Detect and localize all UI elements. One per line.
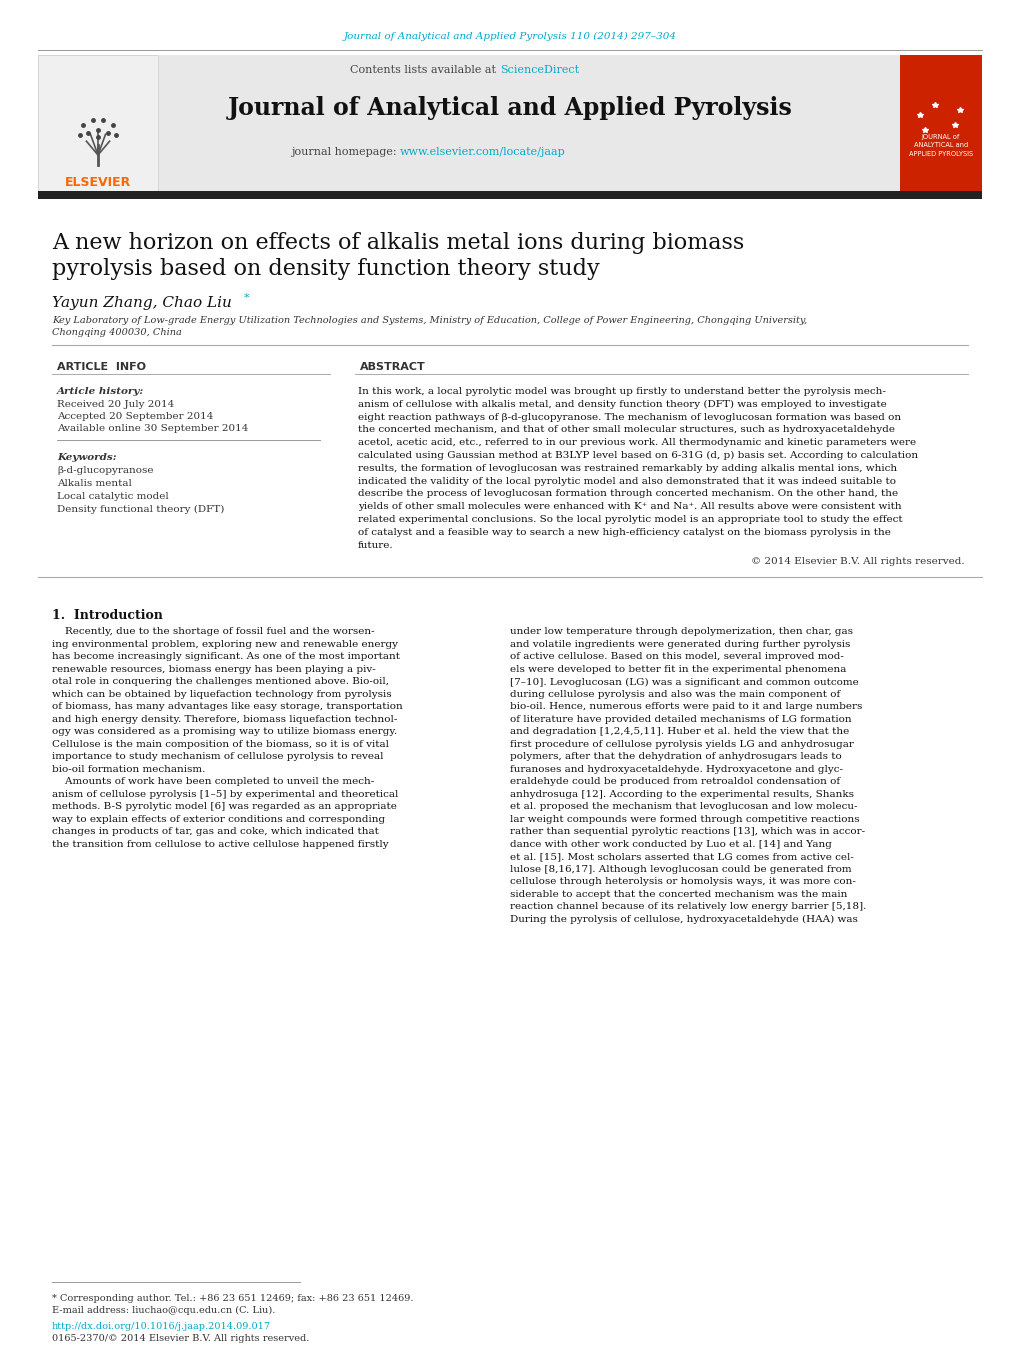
Text: Recently, due to the shortage of fossil fuel and the worsen-: Recently, due to the shortage of fossil … xyxy=(52,627,374,636)
Text: et al. proposed the mechanism that levoglucosan and low molecu-: et al. proposed the mechanism that levog… xyxy=(510,802,857,812)
Text: www.elsevier.com/locate/jaap: www.elsevier.com/locate/jaap xyxy=(399,147,566,157)
Text: eraldehyde could be produced from retroaldol condensation of: eraldehyde could be produced from retroa… xyxy=(510,777,840,786)
Text: and high energy density. Therefore, biomass liquefaction technol-: and high energy density. Therefore, biom… xyxy=(52,715,397,724)
Text: methods. B-S pyrolytic model [6] was regarded as an appropriate: methods. B-S pyrolytic model [6] was reg… xyxy=(52,802,396,812)
Text: dance with other work conducted by Luo et al. [14] and Yang: dance with other work conducted by Luo e… xyxy=(510,840,832,848)
Text: results, the formation of levoglucosan was restrained remarkably by adding alkal: results, the formation of levoglucosan w… xyxy=(358,463,897,473)
Text: of literature have provided detailed mechanisms of LG formation: of literature have provided detailed mec… xyxy=(510,715,851,724)
Text: the transition from cellulose to active cellulose happened firstly: the transition from cellulose to active … xyxy=(52,840,388,848)
Text: ing environmental problem, exploring new and renewable energy: ing environmental problem, exploring new… xyxy=(52,640,397,648)
Text: http://dx.doi.org/10.1016/j.jaap.2014.09.017: http://dx.doi.org/10.1016/j.jaap.2014.09… xyxy=(52,1323,271,1331)
Text: Yayun Zhang, Chao Liu: Yayun Zhang, Chao Liu xyxy=(52,296,231,309)
Text: Contents lists available at: Contents lists available at xyxy=(351,65,499,76)
Text: In this work, a local pyrolytic model was brought up firstly to understand bette: In this work, a local pyrolytic model wa… xyxy=(358,386,886,396)
Text: during cellulose pyrolysis and also was the main component of: during cellulose pyrolysis and also was … xyxy=(510,690,840,698)
Text: Article history:: Article history: xyxy=(57,386,144,396)
Text: siderable to accept that the concerted mechanism was the main: siderable to accept that the concerted m… xyxy=(510,890,847,898)
Text: ABSTRACT: ABSTRACT xyxy=(360,362,425,372)
Text: reaction channel because of its relatively low energy barrier [5,18].: reaction channel because of its relative… xyxy=(510,902,865,912)
Text: under low temperature through depolymerization, then char, gas: under low temperature through depolymeri… xyxy=(510,627,852,636)
Text: anism of cellulose pyrolysis [1–5] by experimental and theoretical: anism of cellulose pyrolysis [1–5] by ex… xyxy=(52,790,398,798)
Text: Density functional theory (DFT): Density functional theory (DFT) xyxy=(57,505,224,515)
Text: * Corresponding author. Tel.: +86 23 651 12469; fax: +86 23 651 12469.: * Corresponding author. Tel.: +86 23 651… xyxy=(52,1294,413,1302)
Text: of active cellulose. Based on this model, several improved mod-: of active cellulose. Based on this model… xyxy=(510,653,843,662)
Text: Alkalis mental: Alkalis mental xyxy=(57,480,131,488)
Text: els were developed to better fit in the experimental phenomena: els were developed to better fit in the … xyxy=(510,665,846,674)
Text: Available online 30 September 2014: Available online 30 September 2014 xyxy=(57,424,249,434)
Text: eight reaction pathways of β-d-glucopyranose. The mechanism of levoglucosan form: eight reaction pathways of β-d-glucopyra… xyxy=(358,412,900,422)
Text: Received 20 July 2014: Received 20 July 2014 xyxy=(57,400,174,409)
Text: cellulose through heterolysis or homolysis ways, it was more con-: cellulose through heterolysis or homolys… xyxy=(510,877,855,886)
Text: During the pyrolysis of cellulose, hydroxyacetaldehyde (HAA) was: During the pyrolysis of cellulose, hydro… xyxy=(510,915,857,924)
Bar xyxy=(899,55,981,195)
Text: 1.  Introduction: 1. Introduction xyxy=(52,609,163,623)
Text: has become increasingly significant. As one of the most important: has become increasingly significant. As … xyxy=(52,653,399,662)
Text: of biomass, has many advantages like easy storage, transportation: of biomass, has many advantages like eas… xyxy=(52,703,403,712)
Text: E-mail address: liuchao@cqu.edu.cn (C. Liu).: E-mail address: liuchao@cqu.edu.cn (C. L… xyxy=(52,1306,275,1315)
Text: related experimental conclusions. So the local pyrolytic model is an appropriate: related experimental conclusions. So the… xyxy=(358,515,902,524)
Text: Keywords:: Keywords: xyxy=(57,453,116,462)
Text: bio-oil formation mechanism.: bio-oil formation mechanism. xyxy=(52,765,205,774)
Text: Cellulose is the main composition of the biomass, so it is of vital: Cellulose is the main composition of the… xyxy=(52,740,388,748)
Text: Chongqing 400030, China: Chongqing 400030, China xyxy=(52,328,181,336)
Text: describe the process of levoglucosan formation through concerted mechanism. On t: describe the process of levoglucosan for… xyxy=(358,489,898,499)
Text: renewable resources, biomass energy has been playing a piv-: renewable resources, biomass energy has … xyxy=(52,665,375,674)
Text: Journal of Analytical and Applied Pyrolysis 110 (2014) 297–304: Journal of Analytical and Applied Pyroly… xyxy=(343,31,676,41)
Text: Journal of Analytical and Applied Pyrolysis: Journal of Analytical and Applied Pyroly… xyxy=(227,96,792,120)
Bar xyxy=(38,55,158,195)
Text: Accepted 20 September 2014: Accepted 20 September 2014 xyxy=(57,412,213,422)
Text: and degradation [1,2,4,5,11]. Huber et al. held the view that the: and degradation [1,2,4,5,11]. Huber et a… xyxy=(510,727,849,736)
Text: which can be obtained by liquefaction technology from pyrolysis: which can be obtained by liquefaction te… xyxy=(52,690,391,698)
Text: journal homepage:: journal homepage: xyxy=(290,147,399,157)
Text: Key Laboratory of Low-grade Energy Utilization Technologies and Systems, Ministr: Key Laboratory of Low-grade Energy Utili… xyxy=(52,316,806,326)
Text: A new horizon on effects of alkalis metal ions during biomass: A new horizon on effects of alkalis meta… xyxy=(52,232,744,254)
Bar xyxy=(38,190,981,199)
Text: ELSEVIER: ELSEVIER xyxy=(65,177,131,189)
Text: anism of cellulose with alkalis metal, and density function theory (DFT) was emp: anism of cellulose with alkalis metal, a… xyxy=(358,400,886,409)
Text: lulose [8,16,17]. Although levoglucosan could be generated from: lulose [8,16,17]. Although levoglucosan … xyxy=(510,865,851,874)
Text: 0165-2370/© 2014 Elsevier B.V. All rights reserved.: 0165-2370/© 2014 Elsevier B.V. All right… xyxy=(52,1333,309,1343)
Text: calculated using Gaussian method at B3LYP level based on 6-31G (d, p) basis set.: calculated using Gaussian method at B3LY… xyxy=(358,451,917,461)
Text: way to explain effects of exterior conditions and corresponding: way to explain effects of exterior condi… xyxy=(52,815,385,824)
Text: and volatile ingredients were generated during further pyrolysis: and volatile ingredients were generated … xyxy=(510,640,850,648)
Text: importance to study mechanism of cellulose pyrolysis to reveal: importance to study mechanism of cellulo… xyxy=(52,753,383,762)
Text: otal role in conquering the challenges mentioned above. Bio-oil,: otal role in conquering the challenges m… xyxy=(52,677,388,686)
Text: polymers, after that the dehydration of anhydrosugars leads to: polymers, after that the dehydration of … xyxy=(510,753,841,762)
Text: Local catalytic model: Local catalytic model xyxy=(57,492,168,501)
Text: et al. [15]. Most scholars asserted that LG comes from active cel-: et al. [15]. Most scholars asserted that… xyxy=(510,852,853,862)
Text: yields of other small molecules were enhanced with K⁺ and Na⁺. All results above: yields of other small molecules were enh… xyxy=(358,503,901,511)
Text: furanoses and hydroxyacetaldehyde. Hydroxyacetone and glyc-: furanoses and hydroxyacetaldehyde. Hydro… xyxy=(510,765,842,774)
Text: first procedure of cellulose pyrolysis yields LG and anhydrosugar: first procedure of cellulose pyrolysis y… xyxy=(510,740,853,748)
Text: [7–10]. Levoglucosan (LG) was a significant and common outcome: [7–10]. Levoglucosan (LG) was a signific… xyxy=(510,677,858,686)
Text: *: * xyxy=(244,293,250,303)
Text: pyrolysis based on density function theory study: pyrolysis based on density function theo… xyxy=(52,258,599,280)
Text: acetol, acetic acid, etc., referred to in our previous work. All thermodynamic a: acetol, acetic acid, etc., referred to i… xyxy=(358,438,915,447)
Text: changes in products of tar, gas and coke, which indicated that: changes in products of tar, gas and coke… xyxy=(52,827,378,836)
Text: anhydrosuga [12]. According to the experimental results, Shanks: anhydrosuga [12]. According to the exper… xyxy=(510,790,853,798)
Text: β-d-glucopyranose: β-d-glucopyranose xyxy=(57,466,153,476)
Text: rather than sequential pyrolytic reactions [13], which was in accor-: rather than sequential pyrolytic reactio… xyxy=(510,827,864,836)
Bar xyxy=(38,55,981,195)
Text: the concerted mechanism, and that of other small molecular structures, such as h: the concerted mechanism, and that of oth… xyxy=(358,426,894,435)
Text: future.: future. xyxy=(358,540,393,550)
Text: lar weight compounds were formed through competitive reactions: lar weight compounds were formed through… xyxy=(510,815,859,824)
Text: JOURNAL of
ANALYTICAL and
APPLIED PYROLYSIS: JOURNAL of ANALYTICAL and APPLIED PYROLY… xyxy=(908,134,972,157)
Text: ogy was considered as a promising way to utilize biomass energy.: ogy was considered as a promising way to… xyxy=(52,727,396,736)
Text: ScienceDirect: ScienceDirect xyxy=(499,65,579,76)
Text: indicated the validity of the local pyrolytic model and also demonstrated that i: indicated the validity of the local pyro… xyxy=(358,477,895,485)
Text: © 2014 Elsevier B.V. All rights reserved.: © 2014 Elsevier B.V. All rights reserved… xyxy=(751,558,964,566)
Text: Amounts of work have been completed to unveil the mech-: Amounts of work have been completed to u… xyxy=(52,777,374,786)
Text: bio-oil. Hence, numerous efforts were paid to it and large numbers: bio-oil. Hence, numerous efforts were pa… xyxy=(510,703,861,712)
Text: ARTICLE  INFO: ARTICLE INFO xyxy=(57,362,146,372)
Text: of catalyst and a feasible way to search a new high-efficiency catalyst on the b: of catalyst and a feasible way to search… xyxy=(358,528,890,536)
